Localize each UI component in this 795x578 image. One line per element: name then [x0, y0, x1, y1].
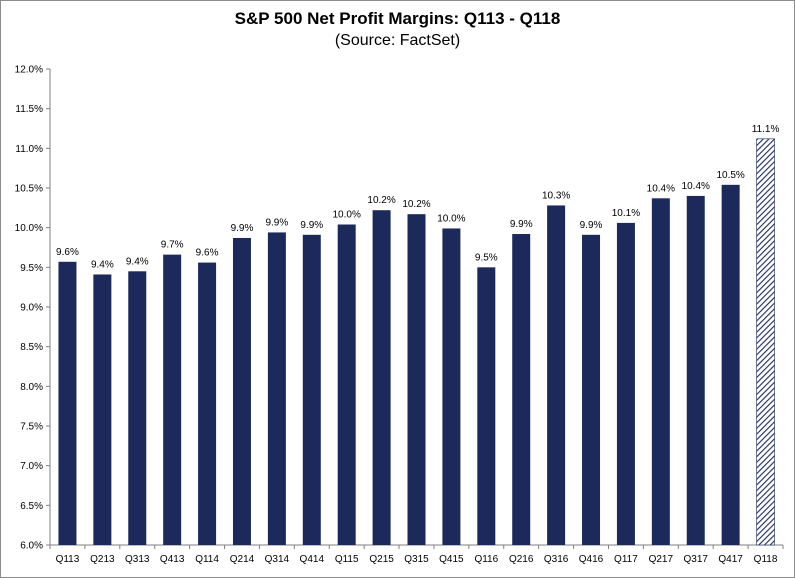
x-tick-label: Q215: [369, 554, 394, 565]
data-label: 9.9%: [300, 220, 323, 231]
x-tick-label: Q313: [125, 554, 150, 565]
data-label: 11.1%: [752, 124, 780, 135]
data-label: 10.2%: [367, 195, 395, 206]
data-label: 9.9%: [265, 217, 288, 228]
bar: [756, 138, 775, 546]
data-label: 10.1%: [612, 208, 640, 219]
bar: [582, 234, 601, 545]
x-tick-label: Q117: [614, 554, 638, 565]
y-tick-label: 11.5%: [15, 104, 43, 115]
bar: [547, 205, 566, 545]
x-tick-label: Q316: [544, 554, 569, 565]
bar: [163, 254, 182, 545]
x-tick-label: Q317: [684, 554, 709, 565]
bar: [267, 232, 286, 545]
data-label: 9.6%: [56, 247, 79, 258]
x-tick-label: Q414: [300, 554, 325, 565]
data-label: 10.0%: [437, 213, 465, 224]
data-label: 10.0%: [333, 209, 361, 220]
data-label: 9.9%: [231, 223, 254, 234]
x-tick-label: Q115: [335, 554, 359, 565]
y-tick-label: 6.5%: [20, 501, 43, 512]
data-labels: 9.6% 9.4% 9.4% 9.7% 9.6% 9.9% 9.9% 9.9% 10.0% 10.…: [56, 124, 779, 271]
x-tick-label: Q216: [509, 554, 534, 565]
x-tick-label: Q314: [265, 554, 290, 565]
x-tick-label: Q113: [56, 554, 80, 565]
x-tick-label: Q213: [90, 554, 115, 565]
data-label: 10.3%: [542, 190, 570, 201]
data-label: 9.9%: [580, 220, 603, 231]
data-label: 9.5%: [475, 252, 498, 263]
x-tick-label: Q315: [404, 554, 429, 565]
bar: [686, 195, 705, 545]
bar: [442, 228, 461, 545]
x-axis: Q113 Q213 Q313 Q413 Q114 Q214 Q314 Q414 Q115 Q215…: [49, 544, 784, 565]
y-tick-label: 6.0%: [20, 541, 43, 552]
data-label: 9.4%: [91, 259, 114, 270]
y-tick-label: 9.5%: [20, 263, 43, 274]
bar: [512, 234, 531, 545]
data-label: 10.4%: [647, 183, 675, 194]
bar: [337, 224, 356, 545]
chart-title: S&P 500 Net Profit Margins: Q113 - Q118: [234, 9, 561, 28]
x-tick-label: Q214: [230, 554, 255, 565]
data-label: 10.4%: [682, 181, 710, 192]
data-label: 9.6%: [196, 248, 219, 259]
x-tick-label: Q217: [649, 554, 674, 565]
x-tick-label: Q413: [160, 554, 185, 565]
x-tick-label: Q417: [718, 554, 743, 565]
y-axis: 6.0% 6.5% 7.0% 7.5% 8.0% 8.5% 9.0% 9.5% 10.0% 10.…: [15, 65, 51, 552]
y-tick-label: 7.5%: [20, 422, 43, 433]
y-tick-label: 10.0%: [15, 223, 43, 234]
y-tick-label: 8.0%: [20, 382, 43, 393]
data-label: 9.9%: [510, 219, 533, 230]
bar: [407, 214, 426, 545]
y-tick-label: 12.0%: [15, 65, 43, 76]
bar: [616, 222, 635, 545]
x-tick-label: Q415: [439, 554, 464, 565]
chart-subtitle: (Source: FactSet): [334, 32, 461, 49]
y-tick-label: 8.5%: [20, 342, 43, 353]
data-label: 9.7%: [161, 240, 184, 251]
y-tick-label: 11.0%: [15, 144, 43, 155]
x-tick-label: Q114: [195, 554, 219, 565]
data-label: 10.5%: [716, 170, 744, 181]
bar: [232, 237, 251, 546]
bar: [58, 261, 77, 545]
data-label: 9.4%: [126, 256, 149, 267]
bar: [721, 184, 740, 545]
bar: [477, 267, 496, 545]
bar: [651, 198, 670, 545]
bar: [198, 262, 217, 545]
bar: [128, 271, 147, 545]
y-tick-label: 10.5%: [15, 184, 43, 195]
bar: [93, 274, 112, 545]
bar: [302, 234, 321, 545]
y-tick-label: 7.0%: [20, 461, 43, 472]
bar-series: [58, 138, 775, 546]
x-tick-label: Q116: [474, 554, 498, 565]
x-tick-label: Q118: [754, 554, 778, 565]
y-tick-label: 9.0%: [20, 303, 43, 314]
x-tick-label: Q416: [579, 554, 604, 565]
bar: [372, 210, 391, 546]
data-label: 10.2%: [402, 199, 430, 210]
